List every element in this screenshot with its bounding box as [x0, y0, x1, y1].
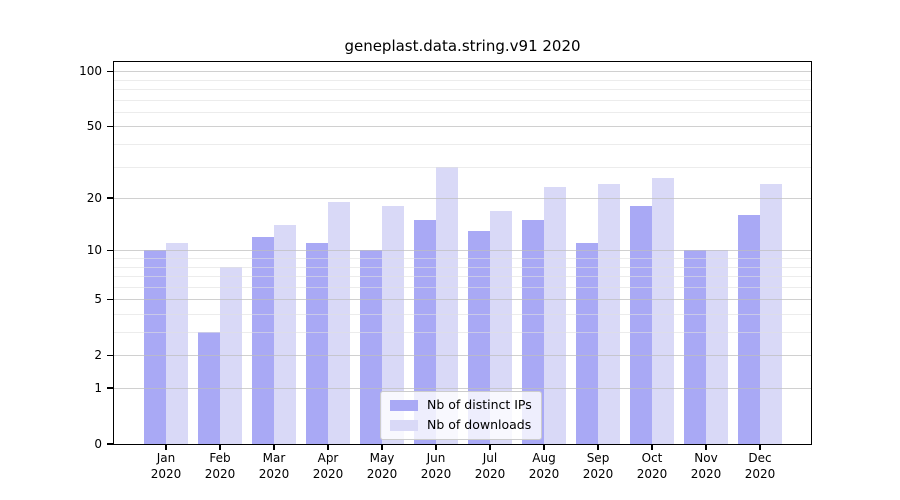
y-gridline-minor-6 [114, 286, 811, 288]
y-gridline-major-100 [114, 71, 811, 73]
y-gridline-minor-3 [114, 332, 811, 334]
x-tick-label-oct-2020: Oct 2020 [636, 451, 668, 481]
y-tick-100 [107, 70, 114, 72]
y-gridline-major-50 [114, 126, 811, 128]
bar-nb-of-distinct-ips-jan-2020 [144, 250, 166, 444]
legend-label-distinct-ips: Nb of distinct IPs [427, 397, 532, 412]
x-tick-label-jan-2020: Jan 2020 [150, 451, 182, 481]
x-tick-label-nov-2020: Nov 2020 [690, 451, 722, 481]
y-gridline-major-20 [114, 198, 811, 200]
x-tick-jan-2020 [165, 444, 167, 450]
y-gridline-minor-80 [114, 89, 811, 91]
y-gridline-major-1 [114, 388, 811, 389]
y-gridline-major-5 [114, 299, 811, 301]
y-gridline-major-10 [114, 250, 811, 252]
x-tick-mar-2020 [273, 444, 275, 450]
legend-swatch-distinct-ips [390, 399, 418, 411]
y-tick-10 [107, 249, 114, 251]
y-gridline-minor-70 [114, 99, 811, 101]
grid-layer [114, 62, 811, 444]
bar-nb-of-distinct-ips-nov-2020 [684, 250, 706, 444]
y-gridline-minor-40 [114, 144, 811, 146]
x-tick-aug-2020 [543, 444, 545, 450]
x-tick-nov-2020 [705, 444, 707, 450]
y-tick-5 [107, 298, 114, 300]
x-tick-label-mar-2020: Mar 2020 [258, 451, 290, 481]
bar-nb-of-distinct-ips-jul-2020 [468, 230, 490, 444]
y-tick-label-1: 1 [94, 381, 102, 395]
x-tick-feb-2020 [219, 444, 221, 450]
y-tick-2 [107, 354, 114, 356]
bar-nb-of-downloads-aug-2020 [544, 187, 566, 444]
x-tick-apr-2020 [327, 444, 329, 450]
y-gridline-minor-90 [114, 79, 811, 81]
x-tick-label-dec-2020: Dec 2020 [744, 451, 776, 481]
bar-nb-of-downloads-jun-2020 [436, 166, 458, 444]
x-tick-label-sep-2020: Sep 2020 [582, 451, 614, 481]
y-gridline-minor-30 [114, 166, 811, 168]
bar-nb-of-distinct-ips-may-2020 [360, 250, 382, 444]
x-tick-jul-2020 [489, 444, 491, 450]
y-gridline-minor-60 [114, 111, 811, 113]
y-gridline-minor-8 [114, 266, 811, 268]
y-tick-20 [107, 197, 114, 199]
legend-label-downloads: Nb of downloads [427, 417, 532, 432]
bar-nb-of-distinct-ips-oct-2020 [630, 206, 652, 444]
y-tick-0 [107, 443, 114, 445]
x-tick-sep-2020 [597, 444, 599, 450]
y-tick-label-50: 50 [86, 119, 102, 134]
legend: Nb of distinct IPs Nb of downloads [380, 391, 542, 440]
plot-area [113, 61, 812, 445]
legend-item-downloads: Nb of downloads [390, 417, 532, 433]
legend-swatch-downloads [390, 419, 418, 431]
y-tick-label-100: 100 [79, 64, 102, 79]
x-tick-label-apr-2020: Apr 2020 [312, 451, 344, 481]
bar-nb-of-distinct-ips-apr-2020 [306, 243, 328, 444]
y-tick-label-20: 20 [86, 191, 102, 206]
y-tick-label-10: 10 [86, 243, 102, 258]
y-tick-label-0: 0 [94, 437, 102, 451]
bar-nb-of-distinct-ips-mar-2020 [252, 236, 274, 444]
bar-nb-of-downloads-jul-2020 [490, 210, 512, 444]
legend-item-distinct-ips: Nb of distinct IPs [390, 397, 532, 413]
x-tick-label-aug-2020: Aug 2020 [528, 451, 560, 481]
bar-nb-of-downloads-oct-2020 [652, 177, 674, 444]
y-gridline-minor-7 [114, 276, 811, 278]
chart-title: geneplast.data.string.v91 2020 [344, 37, 581, 55]
x-tick-label-jul-2020: Jul 2020 [474, 451, 506, 481]
bar-nb-of-downloads-nov-2020 [706, 250, 728, 444]
x-tick-dec-2020 [759, 444, 761, 450]
x-tick-label-may-2020: May 2020 [366, 451, 398, 481]
y-tick-1 [107, 387, 114, 389]
x-tick-jun-2020 [435, 444, 437, 450]
x-tick-oct-2020 [651, 444, 653, 450]
x-tick-label-feb-2020: Feb 2020 [204, 451, 236, 481]
x-tick-label-jun-2020: Jun 2020 [420, 451, 452, 481]
bar-nb-of-downloads-jan-2020 [166, 243, 188, 444]
y-gridline-major-2 [114, 355, 811, 357]
bar-nb-of-downloads-apr-2020 [328, 202, 350, 444]
y-gridline-minor-4 [114, 313, 811, 315]
bar-nb-of-distinct-ips-dec-2020 [738, 215, 760, 444]
bar-nb-of-distinct-ips-sep-2020 [576, 243, 598, 444]
x-tick-may-2020 [381, 444, 383, 450]
bar-nb-of-downloads-mar-2020 [274, 225, 296, 444]
y-tick-label-5: 5 [94, 292, 102, 307]
bar-nb-of-downloads-may-2020 [382, 206, 404, 444]
y-gridline-minor-9 [114, 258, 811, 259]
y-tick-50 [107, 125, 114, 128]
y-tick-label-2: 2 [94, 348, 102, 363]
